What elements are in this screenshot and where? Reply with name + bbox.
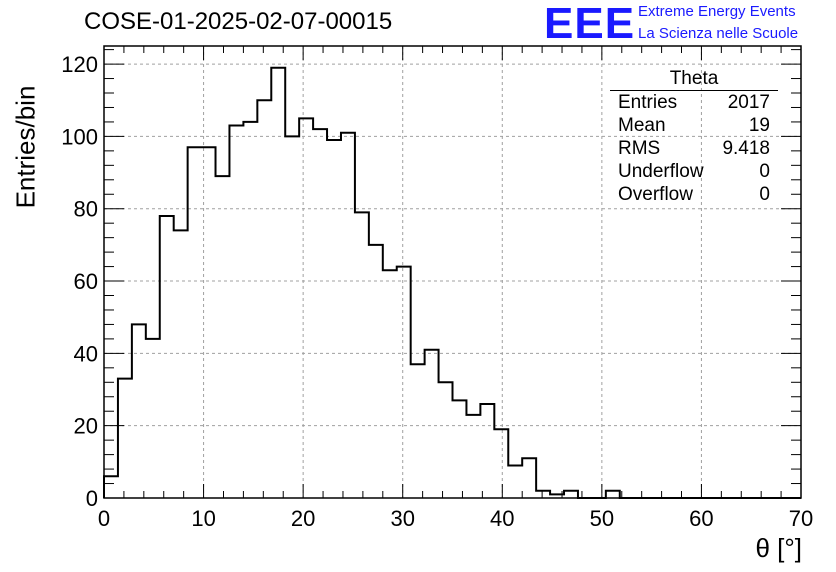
histogram-bin [425,350,439,498]
logo-line-2: La Scienza nelle Scuole [638,25,799,42]
stats-label: RMS [618,138,661,159]
stats-row: RMS 9.418 [610,137,778,160]
histogram-bin [285,136,299,498]
x-tick-label: 10 [191,506,215,531]
histogram-bin [439,382,453,498]
x-tick-label: 50 [590,506,614,531]
y-tick-label: 20 [74,414,98,439]
histogram-bin [160,216,174,498]
x-tick-label: 20 [291,506,315,531]
y-tick-label: 0 [86,486,98,511]
stats-value: 19 [748,115,770,136]
x-tick-label: 60 [689,506,713,531]
histogram-bin [104,476,118,498]
stats-row: Underflow 0 [610,160,778,183]
y-tick-label: 80 [74,197,98,222]
histogram-bin [453,400,467,498]
histogram-bin [355,212,369,498]
eee-logo: EEE [544,0,636,48]
stats-title: Theta [610,68,778,91]
histogram-bin [313,129,327,498]
histogram-bin [257,100,271,498]
x-tick-label: 40 [490,506,514,531]
x-tick-label: 0 [98,506,110,531]
histogram-bin [174,230,188,498]
stats-row: Mean 19 [610,114,778,137]
histogram-bin [522,458,536,498]
histogram-bin [243,122,257,498]
stats-row: Entries 2017 [610,91,778,114]
histogram-bin [188,147,202,498]
stats-label: Overflow [618,184,693,205]
x-axis-label: θ [°] [755,533,802,563]
histogram-bin [146,339,160,498]
stats-row: Overflow 0 [610,183,778,206]
plot-frame [103,45,802,499]
chart-title: COSE-01-2025-02-07-00015 [84,8,393,35]
stats-value: 0 [759,161,770,182]
stats-label: Entries [618,92,678,113]
histogram-bin [341,133,355,498]
histogram-bin [118,379,132,498]
histogram-bin [480,404,494,498]
histogram-bin [397,267,411,498]
stats-label: Mean [618,115,666,136]
stats-label: Underflow [618,161,704,182]
histogram-bin [606,491,620,498]
y-tick-label: 40 [74,341,98,366]
y-tick-label: 100 [61,124,98,149]
histogram-bin [411,364,425,498]
logo-line-1: Extreme Energy Events [638,3,796,20]
histogram-bin [271,68,285,498]
y-tick-label: 120 [61,52,98,77]
x-tick-label: 70 [789,506,813,531]
histogram-series [103,66,801,499]
stats-value: 2017 [727,92,770,113]
histogram-bin [383,270,397,498]
histogram-bin [216,176,230,498]
histogram-bin [132,324,146,498]
y-tick-label: 60 [74,269,98,294]
histogram-bin [466,415,480,498]
histogram-bin [564,491,578,498]
histogram-bin [369,245,383,498]
histogram-bin [508,465,522,498]
histogram-bin [327,140,341,498]
histogram-bin [202,147,216,498]
x-tick-label: 30 [390,506,414,531]
stats-box: Theta Entries 2017 Mean 19 RMS 9.418 Underflow… [610,68,778,206]
stats-value: 0 [759,184,770,205]
histogram-bin [494,429,508,498]
histogram-bin [299,118,313,498]
histogram-bin [536,491,550,498]
histogram-bin [229,126,243,498]
stats-value: 9.418 [722,138,770,159]
